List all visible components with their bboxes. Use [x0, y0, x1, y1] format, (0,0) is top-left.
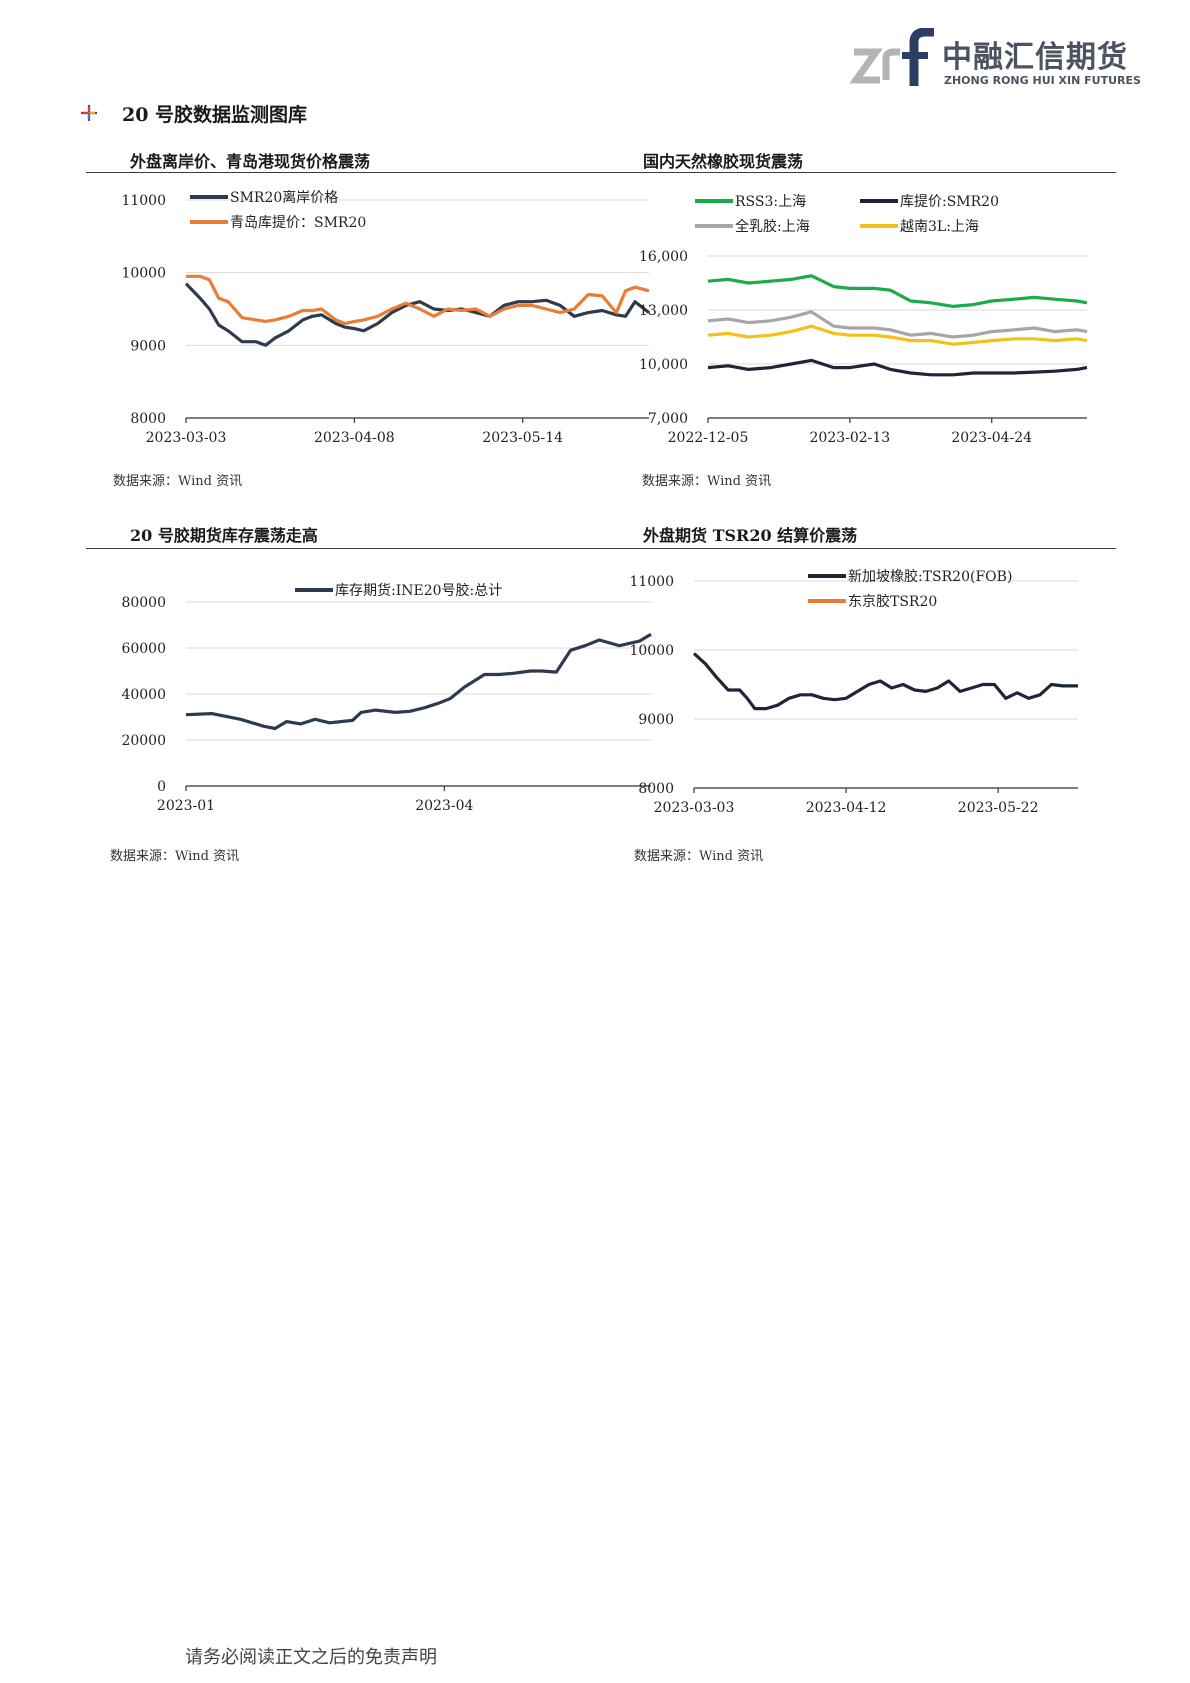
x-tick-label: 2023-04 — [415, 798, 473, 814]
y-tick-label: 10000 — [121, 266, 166, 282]
legend-label: 青岛库提价：SMR20 — [230, 215, 366, 231]
y-tick-label: 16,000 — [639, 249, 688, 265]
y-tick-label: 80000 — [121, 595, 166, 611]
chart-2-source: 数据来源：Wind 资讯 — [642, 474, 772, 489]
x-tick-label: 2023-05-14 — [482, 430, 563, 446]
y-tick-label: 11000 — [121, 193, 166, 209]
logo-chinese-name: 中融汇信期货 — [942, 40, 1128, 75]
series-line-0 — [692, 652, 1078, 711]
chart-tsr20-settlement: 11000 10000 9000 8000 2023-03-03 2023-04-12 20… — [629, 568, 1078, 816]
y-tick-label: 60000 — [121, 641, 166, 657]
section-title: 20 号胶数据监测图库 — [122, 104, 308, 126]
legend-label: 库提价:SMR20 — [900, 194, 999, 210]
series-line-3 — [707, 324, 1088, 346]
series-line-1 — [186, 274, 650, 326]
legend-label: RSS3:上海 — [735, 194, 806, 210]
x-tick-label: 2023-04-24 — [951, 430, 1032, 446]
y-tick-label: 0 — [157, 779, 166, 795]
diamond-bullet-icon — [81, 105, 97, 121]
y-tick-label: 11000 — [629, 574, 674, 590]
chart-1-source: 数据来源：Wind 资讯 — [113, 474, 243, 489]
x-tick-label: 2023-01 — [157, 798, 215, 814]
chart-row-1-rule — [86, 172, 1116, 173]
y-tick-label: 40000 — [121, 687, 166, 703]
y-tick-label: 9000 — [130, 338, 166, 354]
series-line-0 — [185, 632, 652, 731]
x-tick-label: 2022-12-05 — [668, 430, 749, 446]
y-tick-label: 13,000 — [639, 303, 688, 319]
series-line-1 — [707, 358, 1088, 377]
y-tick-label: 8000 — [130, 411, 166, 427]
y-tick-label: 9000 — [638, 712, 674, 728]
x-tick-label: 2023-04-12 — [806, 800, 887, 816]
y-tick-label: 10,000 — [639, 357, 688, 373]
series-line-0 — [184, 282, 650, 347]
chart-ine20-inventory: 80000 60000 40000 20000 0 2023-01 2023-04 库存期货:… — [121, 582, 652, 814]
chart-3-source: 数据来源：Wind 资讯 — [110, 849, 240, 864]
znf-logo-icon — [850, 28, 934, 86]
x-tick-label: 2023-02-13 — [810, 430, 891, 446]
chart-1-title: 外盘离岸价、青岛港现货价格震荡 — [130, 152, 371, 171]
y-tick-label: 7,000 — [648, 411, 688, 427]
y-tick-label: 10000 — [629, 643, 674, 659]
legend-label: 全乳胶:上海 — [735, 218, 810, 235]
x-tick-label: 2023-03-03 — [654, 800, 735, 816]
x-tick-label: 2023-04-08 — [314, 430, 395, 446]
chart-4-source: 数据来源：Wind 资讯 — [634, 849, 764, 864]
legend-label: 越南3L:上海 — [900, 219, 979, 235]
x-tick-label: 2023-05-22 — [958, 800, 1039, 816]
legend-label: 新加坡橡胶:TSR20(FOB) — [848, 568, 1012, 585]
chart-domestic-rubber-spot: 16,000 13,000 10,000 7,000 2022-12-05 2023-02… — [639, 194, 1088, 446]
legend-label: 东京胶TSR20 — [848, 593, 937, 610]
chart-row-2-rule — [86, 548, 1116, 549]
logo-english-name: ZHONG RONG HUI XIN FUTURES — [944, 74, 1141, 87]
series-line-0 — [707, 274, 1088, 308]
chart-smr20-qingdao: 11000 10000 9000 8000 2023-03-03 2023-04-08 20… — [121, 189, 650, 446]
footer-disclaimer: 请务必阅读正文之后的免责声明 — [185, 1647, 437, 1668]
chart-4-title: 外盘期货 TSR20 结算价震荡 — [643, 526, 858, 545]
series-line-2 — [707, 310, 1088, 339]
legend-label: SMR20离岸价格 — [230, 189, 338, 206]
y-tick-label: 20000 — [121, 733, 166, 749]
x-tick-label: 2023-03-03 — [146, 430, 227, 446]
chart-2-title: 国内天然橡胶现货震荡 — [643, 152, 804, 171]
y-tick-label: 8000 — [638, 781, 674, 797]
legend-label: 库存期货:INE20号胶:总计 — [335, 582, 502, 599]
chart-3-title: 20 号胶期货库存震荡走高 — [130, 526, 318, 545]
company-logo: 中融汇信期货 ZHONG RONG HUI XIN FUTURES — [850, 28, 1141, 90]
